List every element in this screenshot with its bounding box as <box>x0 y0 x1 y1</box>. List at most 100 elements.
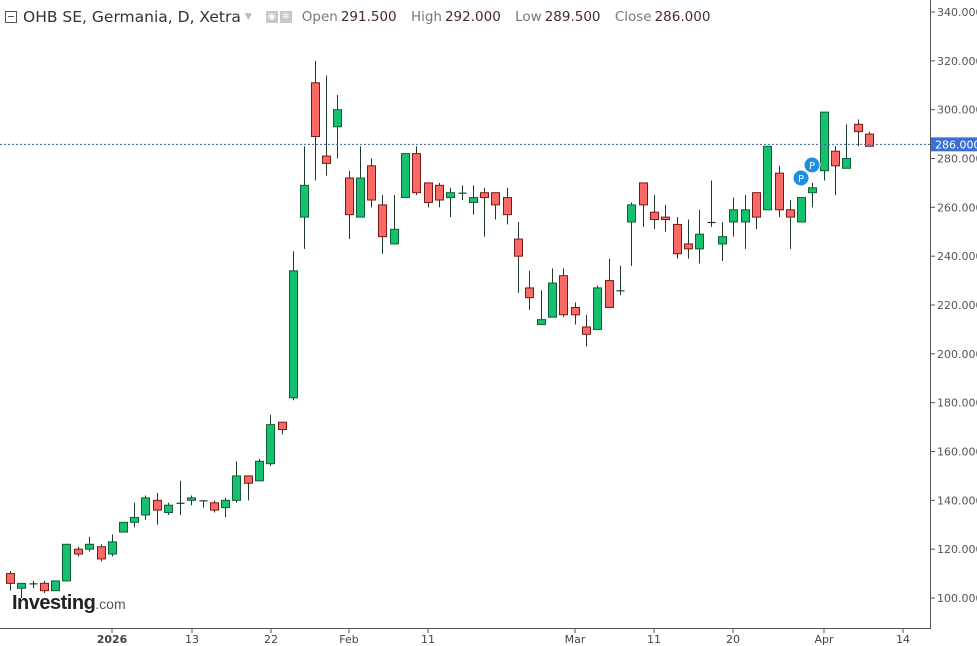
candle[interactable] <box>627 202 636 266</box>
candle[interactable] <box>232 461 241 503</box>
candle[interactable] <box>673 217 682 259</box>
candle[interactable] <box>97 544 106 562</box>
candle[interactable] <box>108 534 117 557</box>
candle[interactable] <box>831 146 840 196</box>
candle[interactable] <box>356 146 365 218</box>
candle[interactable] <box>221 497 230 518</box>
candle[interactable] <box>62 543 71 582</box>
y-tick-label: 180.000 <box>937 397 977 410</box>
last-price-label: 286.000 <box>931 137 977 152</box>
caret-down-icon[interactable]: ▼ <box>244 12 252 22</box>
candle[interactable] <box>289 251 298 401</box>
y-tick-label: 260.000 <box>937 201 977 214</box>
candle[interactable] <box>199 500 208 508</box>
candle[interactable] <box>74 546 83 557</box>
candle[interactable] <box>333 95 342 159</box>
candle[interactable] <box>51 580 60 592</box>
candle[interactable] <box>808 182 817 208</box>
candle[interactable] <box>684 219 693 259</box>
candle[interactable] <box>661 204 670 232</box>
candle[interactable] <box>390 195 399 245</box>
y-axis[interactable]: 340.000 320.000 300.000 280.000 260.000 240.0… <box>930 6 977 605</box>
candle[interactable] <box>548 268 557 318</box>
low-value: 289.500 <box>544 9 601 25</box>
candle[interactable] <box>763 145 772 211</box>
candle[interactable] <box>582 314 591 347</box>
candle[interactable] <box>695 209 704 264</box>
ohlc-values: Open 291.500 High 292.000 Low 289.500 Close… <box>302 9 721 25</box>
gear-icon[interactable]: ✲ <box>279 11 292 23</box>
y-tick-label: 280.000 <box>937 153 977 166</box>
candles-layer <box>6 60 874 599</box>
candle[interactable] <box>446 187 455 218</box>
candle[interactable] <box>119 521 128 533</box>
candle[interactable] <box>424 182 433 208</box>
candle[interactable] <box>480 187 489 237</box>
candle[interactable] <box>141 495 150 520</box>
candle[interactable] <box>345 170 354 240</box>
marker-p-icon[interactable]: P <box>792 169 810 187</box>
candle[interactable] <box>322 75 331 176</box>
candle[interactable] <box>266 414 275 467</box>
candle[interactable] <box>854 119 863 147</box>
candle[interactable] <box>85 536 94 552</box>
candle[interactable] <box>278 421 287 435</box>
candle[interactable] <box>593 285 602 330</box>
candle[interactable] <box>153 493 162 525</box>
last-price-text: 286.000 <box>935 138 977 151</box>
candle[interactable] <box>650 195 659 230</box>
candle[interactable] <box>775 165 784 218</box>
candle[interactable] <box>571 302 580 325</box>
marker-p-icon[interactable]: P <box>803 156 821 174</box>
candle[interactable] <box>29 580 38 589</box>
candle[interactable] <box>164 502 173 515</box>
candle[interactable] <box>17 582 26 599</box>
candle[interactable] <box>255 458 264 482</box>
candle[interactable] <box>491 192 500 220</box>
eye-icon[interactable]: ◉ <box>265 11 278 23</box>
candle[interactable] <box>752 192 761 230</box>
candle[interactable] <box>187 495 196 506</box>
candle[interactable] <box>537 290 546 326</box>
candle[interactable] <box>176 480 185 515</box>
candle[interactable] <box>786 200 795 249</box>
candle[interactable] <box>707 180 716 227</box>
y-tick-label: 240.000 <box>937 250 977 263</box>
candle[interactable] <box>469 185 478 215</box>
candle[interactable] <box>311 60 320 181</box>
candle[interactable] <box>729 197 738 237</box>
candle[interactable] <box>244 475 253 501</box>
candle[interactable] <box>797 197 806 223</box>
candle[interactable] <box>210 500 219 513</box>
x-tick-label: 22 <box>264 633 278 646</box>
candle[interactable] <box>401 153 410 199</box>
low-label: Low <box>515 9 542 25</box>
candle[interactable] <box>458 185 467 201</box>
x-axis[interactable]: 2026 13 22 Feb 11 Mar 11 20 Apr 14 <box>97 628 910 646</box>
candle[interactable] <box>514 221 523 293</box>
collapse-icon[interactable] <box>5 11 17 23</box>
candle[interactable] <box>718 221 727 262</box>
candle[interactable] <box>412 146 421 196</box>
candle[interactable] <box>559 268 568 318</box>
y-tick-label: 200.000 <box>937 348 977 361</box>
candle[interactable] <box>367 158 376 208</box>
candle[interactable] <box>503 187 512 225</box>
candle[interactable] <box>40 580 49 594</box>
candle[interactable] <box>639 182 648 227</box>
candle[interactable] <box>741 195 750 249</box>
candle[interactable] <box>616 265 625 296</box>
candle[interactable] <box>842 124 851 169</box>
high-label: High <box>410 9 442 25</box>
candle[interactable] <box>435 182 444 208</box>
candle[interactable] <box>6 571 15 591</box>
candle[interactable] <box>378 195 387 254</box>
candle[interactable] <box>605 258 614 308</box>
candle[interactable] <box>130 502 139 528</box>
candle[interactable] <box>525 270 534 310</box>
y-tick-label: 120.000 <box>937 543 977 556</box>
candle[interactable] <box>300 146 309 249</box>
symbol-title[interactable]: OHB SE, Germania, D, Xetra <box>23 8 241 26</box>
candle[interactable] <box>820 111 829 181</box>
